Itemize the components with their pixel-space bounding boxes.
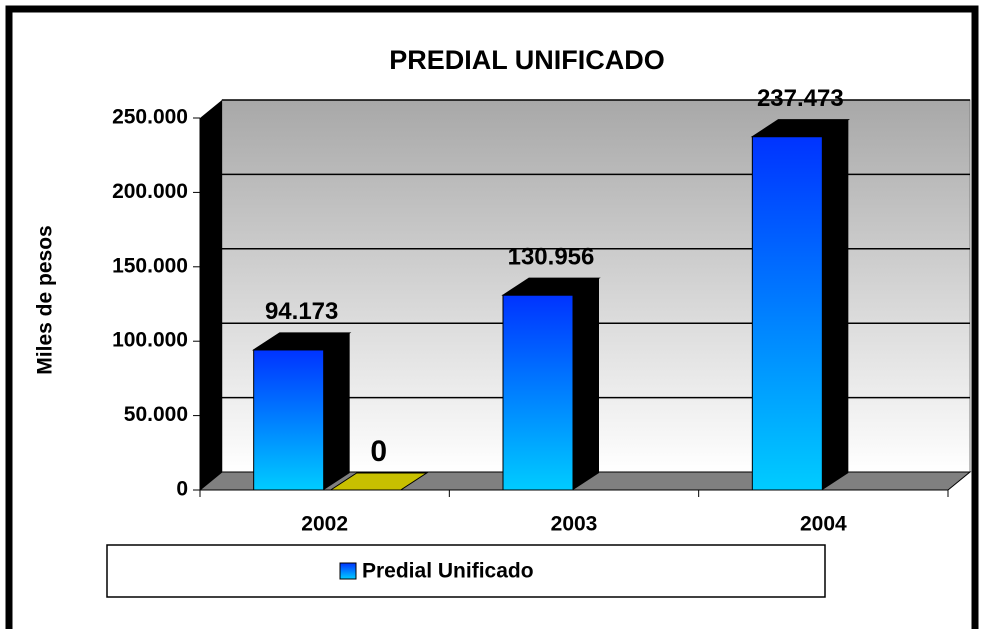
y-axis-label: Miles de pesos <box>34 225 57 374</box>
bar-top <box>251 332 352 351</box>
x-tick-label: 2003 <box>551 513 598 536</box>
bar-top <box>328 472 429 491</box>
bar-side <box>573 278 599 490</box>
y-tick-label: 100.000 <box>112 329 188 352</box>
y-tick-label: 150.000 <box>112 254 188 277</box>
frame <box>5 5 979 629</box>
legend-swatch <box>339 562 357 580</box>
y-tick-label: 250.000 <box>112 106 188 129</box>
bar-top <box>750 119 851 138</box>
bar <box>253 349 325 491</box>
bar <box>751 136 823 491</box>
data-label: 130.956 <box>508 243 595 270</box>
y-tick-label: 0 <box>176 478 188 501</box>
side-wall <box>200 100 222 490</box>
bar-top <box>501 277 601 296</box>
x-tick-label: 2002 <box>301 513 348 536</box>
data-label: 94.173 <box>265 298 338 325</box>
data-label: 237.473 <box>757 85 844 112</box>
x-tick-label: 2004 <box>800 513 847 536</box>
bar-side <box>323 332 350 490</box>
legend-label: Predial Unificado <box>362 560 534 583</box>
bar-side <box>822 119 849 491</box>
bar <box>502 294 574 491</box>
y-tick-label: 50.000 <box>124 403 188 426</box>
legend <box>106 544 826 598</box>
y-tick-label: 200.000 <box>112 180 188 203</box>
chart-title: PREDIAL UNIFICADO <box>389 45 665 75</box>
data-label: 0 <box>370 435 387 468</box>
